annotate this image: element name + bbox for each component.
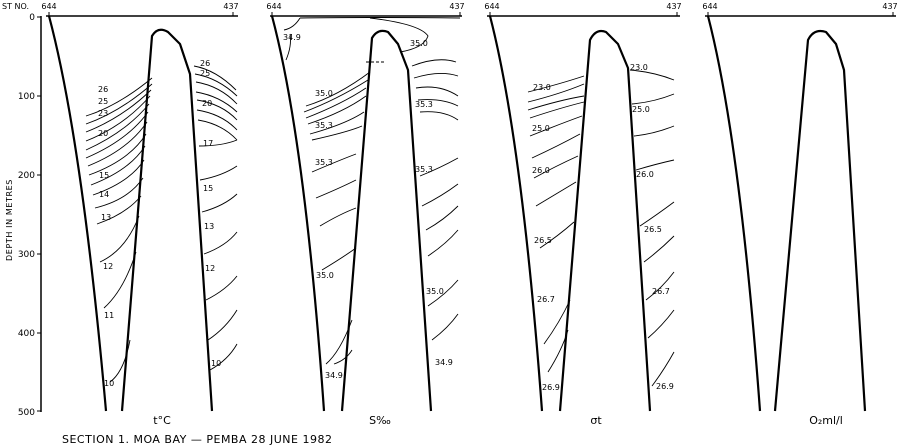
panel-sigma-t-right-labels: 23.0 25.0 26.0 26.5 26.7 26.9	[630, 63, 674, 391]
panel-salinity-left-boundary	[270, 15, 326, 412]
panel-sigma-t-station-437: 437	[666, 2, 681, 11]
iso-label: 35.0	[426, 287, 444, 296]
depth-tick-0: 0	[29, 13, 35, 23]
iso-label: 26.9	[542, 383, 560, 392]
depth-tick-200: 200	[18, 171, 35, 181]
iso-label: 35.3	[415, 100, 433, 109]
iso-label: 26.7	[652, 287, 670, 296]
panel-sigma-t-station-644: 644	[484, 2, 499, 11]
iso-label: 23.0	[533, 83, 551, 92]
iso-label: 26.0	[532, 166, 550, 175]
iso-label: 13	[101, 213, 111, 222]
panel-salinity-name: S‰	[369, 414, 391, 427]
iso-label: 26.5	[644, 225, 662, 234]
iso-label: 26.5	[534, 236, 552, 245]
iso-label: 12	[205, 264, 215, 273]
panel-oxygen: 644 437 O₂ml/l	[702, 2, 897, 427]
iso-label: 23.0	[630, 63, 648, 72]
iso-label: 25.0	[632, 105, 650, 114]
iso-label: 14	[99, 190, 109, 199]
panel-sigma-t-name: σt	[590, 414, 602, 427]
panel-salinity-station-644: 644	[266, 2, 281, 11]
iso-label: 10	[211, 359, 221, 368]
figure-caption: SECTION 1. MOA BAY — PEMBA 28 JUNE 1982	[62, 433, 332, 446]
panel-salinity-station-437: 437	[449, 2, 464, 11]
depth-tick-400: 400	[18, 329, 35, 339]
iso-label: 26.7	[537, 295, 555, 304]
panel-temperature-isotherms	[85, 65, 238, 383]
panel-oxygen-profile-outline	[773, 29, 867, 412]
iso-label: 13	[204, 222, 214, 231]
panel-oxygen-name: O₂ml/l	[809, 414, 843, 427]
iso-label: 17	[203, 139, 213, 148]
panel-sigma-t-left-labels: 23.0 25.0 26.0 26.5 26.7 26.9	[532, 83, 560, 392]
station-number-label: ST NO.	[2, 2, 29, 11]
panel-temperature-name: t°C	[153, 414, 171, 427]
panel-salinity-profile-outline	[340, 29, 433, 412]
panel-sigma-t-isopycnals	[527, 69, 675, 387]
iso-label: 20	[98, 129, 108, 138]
panel-salinity-left-labels: 34.9 35.0 35.3 35.3 35.0 34.9	[283, 33, 343, 380]
y-axis-label: DEPTH IN METRES	[5, 179, 14, 261]
iso-label: 35.3	[315, 121, 333, 130]
panel-oxygen-station-437: 437	[882, 2, 897, 11]
panel-sigma-t: 644 437 23.0 25	[484, 2, 681, 427]
iso-label: 26	[200, 59, 210, 68]
iso-label: 15	[99, 171, 109, 180]
panel-temperature-profile-outline	[120, 28, 214, 412]
iso-label: 12	[103, 262, 113, 271]
panel-sigma-t-left-boundary	[488, 15, 544, 412]
depth-tick-500: 500	[18, 408, 35, 418]
panel-temperature-station-437: 437	[223, 2, 238, 11]
panel-temperature-right-labels: 26 25 20 17 15 13 12 10	[200, 59, 221, 368]
panel-oxygen-left-boundary	[706, 15, 762, 412]
iso-label: 35.0	[316, 271, 334, 280]
depth-tick-300: 300	[18, 250, 35, 260]
depth-axis-ticks	[37, 16, 41, 412]
panel-temperature-left-boundary	[47, 15, 108, 412]
iso-label: 34.9	[283, 33, 301, 42]
depth-tick-100: 100	[18, 92, 35, 102]
iso-label: 26.0	[636, 170, 654, 179]
iso-label: 35.0	[410, 39, 428, 48]
iso-label: 15	[203, 184, 213, 193]
iso-label: 26.9	[656, 382, 674, 391]
iso-label: 25	[200, 69, 210, 78]
panel-temperature-station-644: 644	[41, 2, 56, 11]
panel-salinity-isohalines	[283, 17, 461, 365]
panel-temperature-left-labels: 26 25 23 20 15 14 13 12 11 10	[98, 85, 114, 388]
panel-salinity-right-labels: 35.0 35.3 35.3 35.0 34.9	[410, 39, 453, 367]
panel-oxygen-station-644: 644	[702, 2, 717, 11]
iso-label: 25	[98, 97, 108, 106]
iso-label: 35.3	[315, 158, 333, 167]
iso-label: 10	[104, 379, 114, 388]
panel-temperature: 644 437	[41, 2, 238, 427]
iso-label: 26	[98, 85, 108, 94]
iso-label: 23	[98, 109, 108, 118]
panel-salinity: 644 437	[266, 2, 464, 427]
iso-label: 35.3	[415, 165, 433, 174]
iso-label: 34.9	[325, 371, 343, 380]
iso-label: 34.9	[435, 358, 453, 367]
panel-sigma-t-profile-outline	[558, 29, 652, 412]
iso-label: 35.0	[315, 89, 333, 98]
iso-label: 11	[104, 311, 114, 320]
iso-label: 20	[202, 99, 212, 108]
iso-label: 25.0	[532, 124, 550, 133]
